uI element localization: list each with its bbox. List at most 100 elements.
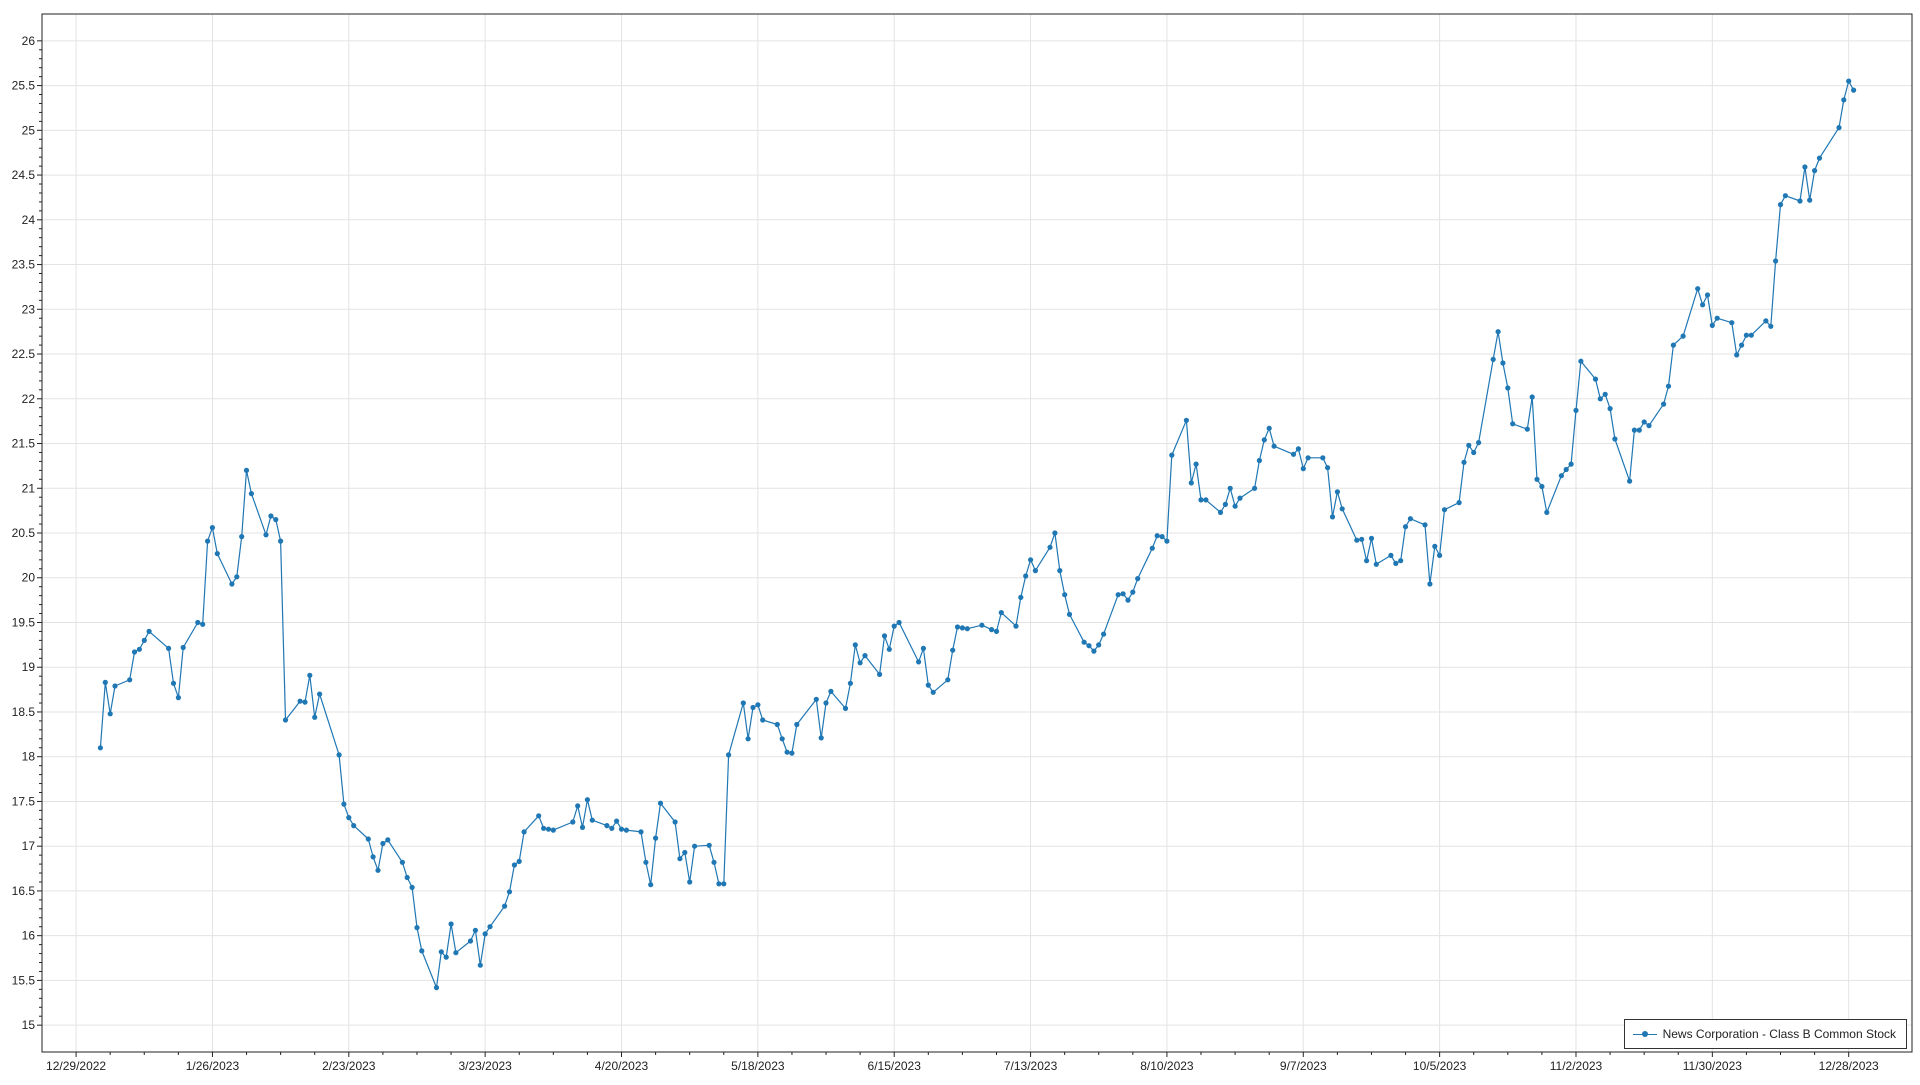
data-point bbox=[896, 619, 902, 626]
data-point bbox=[570, 819, 576, 825]
data-point bbox=[1602, 391, 1608, 397]
data-point bbox=[472, 927, 478, 933]
data-point bbox=[1300, 466, 1306, 472]
data-point bbox=[750, 704, 756, 711]
data-point bbox=[740, 700, 746, 706]
data-point bbox=[1062, 592, 1068, 598]
x-tick-label: 12/29/2022 bbox=[46, 1059, 106, 1073]
data-point bbox=[1802, 164, 1808, 170]
data-point bbox=[1437, 552, 1443, 559]
data-point bbox=[1636, 427, 1642, 433]
data-point bbox=[1704, 292, 1711, 298]
data-point bbox=[336, 752, 342, 758]
data-point bbox=[1612, 436, 1618, 442]
data-point bbox=[1558, 473, 1564, 479]
data-point bbox=[1237, 495, 1243, 501]
y-tick-label: 23.5 bbox=[12, 258, 36, 272]
data-point bbox=[536, 813, 542, 819]
data-point bbox=[107, 711, 113, 717]
data-point bbox=[467, 938, 474, 944]
data-point bbox=[862, 653, 868, 659]
data-point bbox=[1320, 455, 1326, 461]
x-tick-label: 12/28/2023 bbox=[1819, 1059, 1879, 1073]
data-point bbox=[511, 862, 517, 868]
x-tick-label: 10/5/2023 bbox=[1413, 1059, 1467, 1073]
data-point bbox=[234, 574, 240, 580]
x-tick-label: 1/26/2023 bbox=[186, 1059, 240, 1073]
data-point bbox=[141, 637, 147, 644]
y-tick-label: 25.5 bbox=[12, 79, 36, 93]
data-point bbox=[1665, 383, 1672, 389]
data-point bbox=[1661, 401, 1667, 407]
data-point bbox=[1066, 611, 1073, 618]
data-point bbox=[1388, 552, 1394, 559]
data-point bbox=[263, 532, 269, 538]
y-tick-label: 25 bbox=[22, 123, 36, 137]
data-point bbox=[1135, 576, 1141, 582]
data-point bbox=[716, 881, 722, 887]
data-point bbox=[1052, 530, 1058, 536]
data-point bbox=[653, 835, 659, 841]
data-point bbox=[209, 525, 215, 531]
data-point bbox=[1432, 543, 1438, 550]
data-point bbox=[1524, 426, 1530, 432]
data-point bbox=[1193, 461, 1199, 467]
data-point bbox=[604, 823, 610, 829]
data-point bbox=[842, 705, 849, 712]
legend: News Corporation - Class B Common Stock bbox=[1623, 1019, 1907, 1049]
data-point bbox=[317, 691, 323, 697]
data-point bbox=[1013, 623, 1019, 629]
data-point bbox=[1709, 322, 1715, 328]
data-point bbox=[487, 924, 493, 930]
data-point bbox=[1032, 568, 1038, 574]
x-tick-label: 3/23/2023 bbox=[458, 1059, 512, 1073]
axes: 15 15.5 16 16.5 17 17.5 18 18.5 19 19.5 20 20.5 21 21… bbox=[12, 34, 1879, 1073]
data-point bbox=[370, 854, 376, 860]
data-point bbox=[1490, 356, 1496, 362]
data-point bbox=[1252, 485, 1258, 491]
x-tick-label: 6/15/2023 bbox=[868, 1059, 922, 1073]
data-point bbox=[638, 829, 644, 835]
data-point bbox=[1329, 514, 1336, 520]
data-point bbox=[1354, 537, 1360, 543]
data-point bbox=[1130, 589, 1136, 595]
data-point bbox=[1777, 202, 1784, 208]
data-point bbox=[579, 824, 586, 831]
data-point bbox=[1120, 591, 1126, 597]
data-point bbox=[847, 680, 854, 686]
data-point bbox=[1096, 642, 1102, 648]
y-tick-label: 21 bbox=[22, 481, 36, 495]
data-point bbox=[584, 797, 591, 803]
data-point bbox=[346, 815, 352, 821]
legend-marker-icon bbox=[1632, 1028, 1657, 1040]
data-point bbox=[1398, 558, 1404, 564]
data-point bbox=[195, 619, 201, 626]
y-tick-label: 16.5 bbox=[12, 884, 36, 898]
data-point bbox=[477, 962, 483, 968]
data-point bbox=[1568, 461, 1574, 467]
data-point bbox=[1597, 396, 1603, 402]
data-point bbox=[1422, 522, 1428, 528]
data-point bbox=[1261, 437, 1267, 443]
data-point bbox=[1227, 485, 1233, 491]
y-tick-label: 19.5 bbox=[12, 615, 36, 629]
data-point bbox=[1851, 87, 1857, 93]
data-point bbox=[399, 859, 405, 865]
data-point bbox=[945, 677, 951, 683]
data-point bbox=[1607, 406, 1613, 412]
data-point bbox=[589, 817, 595, 823]
data-point bbox=[618, 826, 625, 832]
data-point bbox=[1743, 332, 1749, 338]
data-point bbox=[784, 749, 790, 755]
x-tick-label: 8/10/2023 bbox=[1140, 1059, 1194, 1073]
series-layer bbox=[97, 78, 1857, 991]
data-point bbox=[1461, 459, 1467, 465]
x-tick-label: 11/30/2023 bbox=[1683, 1059, 1742, 1073]
data-point bbox=[1222, 501, 1228, 507]
data-point bbox=[1466, 442, 1472, 448]
data-point bbox=[1782, 193, 1788, 199]
data-point bbox=[1748, 332, 1754, 338]
data-point bbox=[1101, 631, 1107, 637]
data-point bbox=[239, 534, 245, 540]
data-point bbox=[1797, 198, 1803, 204]
